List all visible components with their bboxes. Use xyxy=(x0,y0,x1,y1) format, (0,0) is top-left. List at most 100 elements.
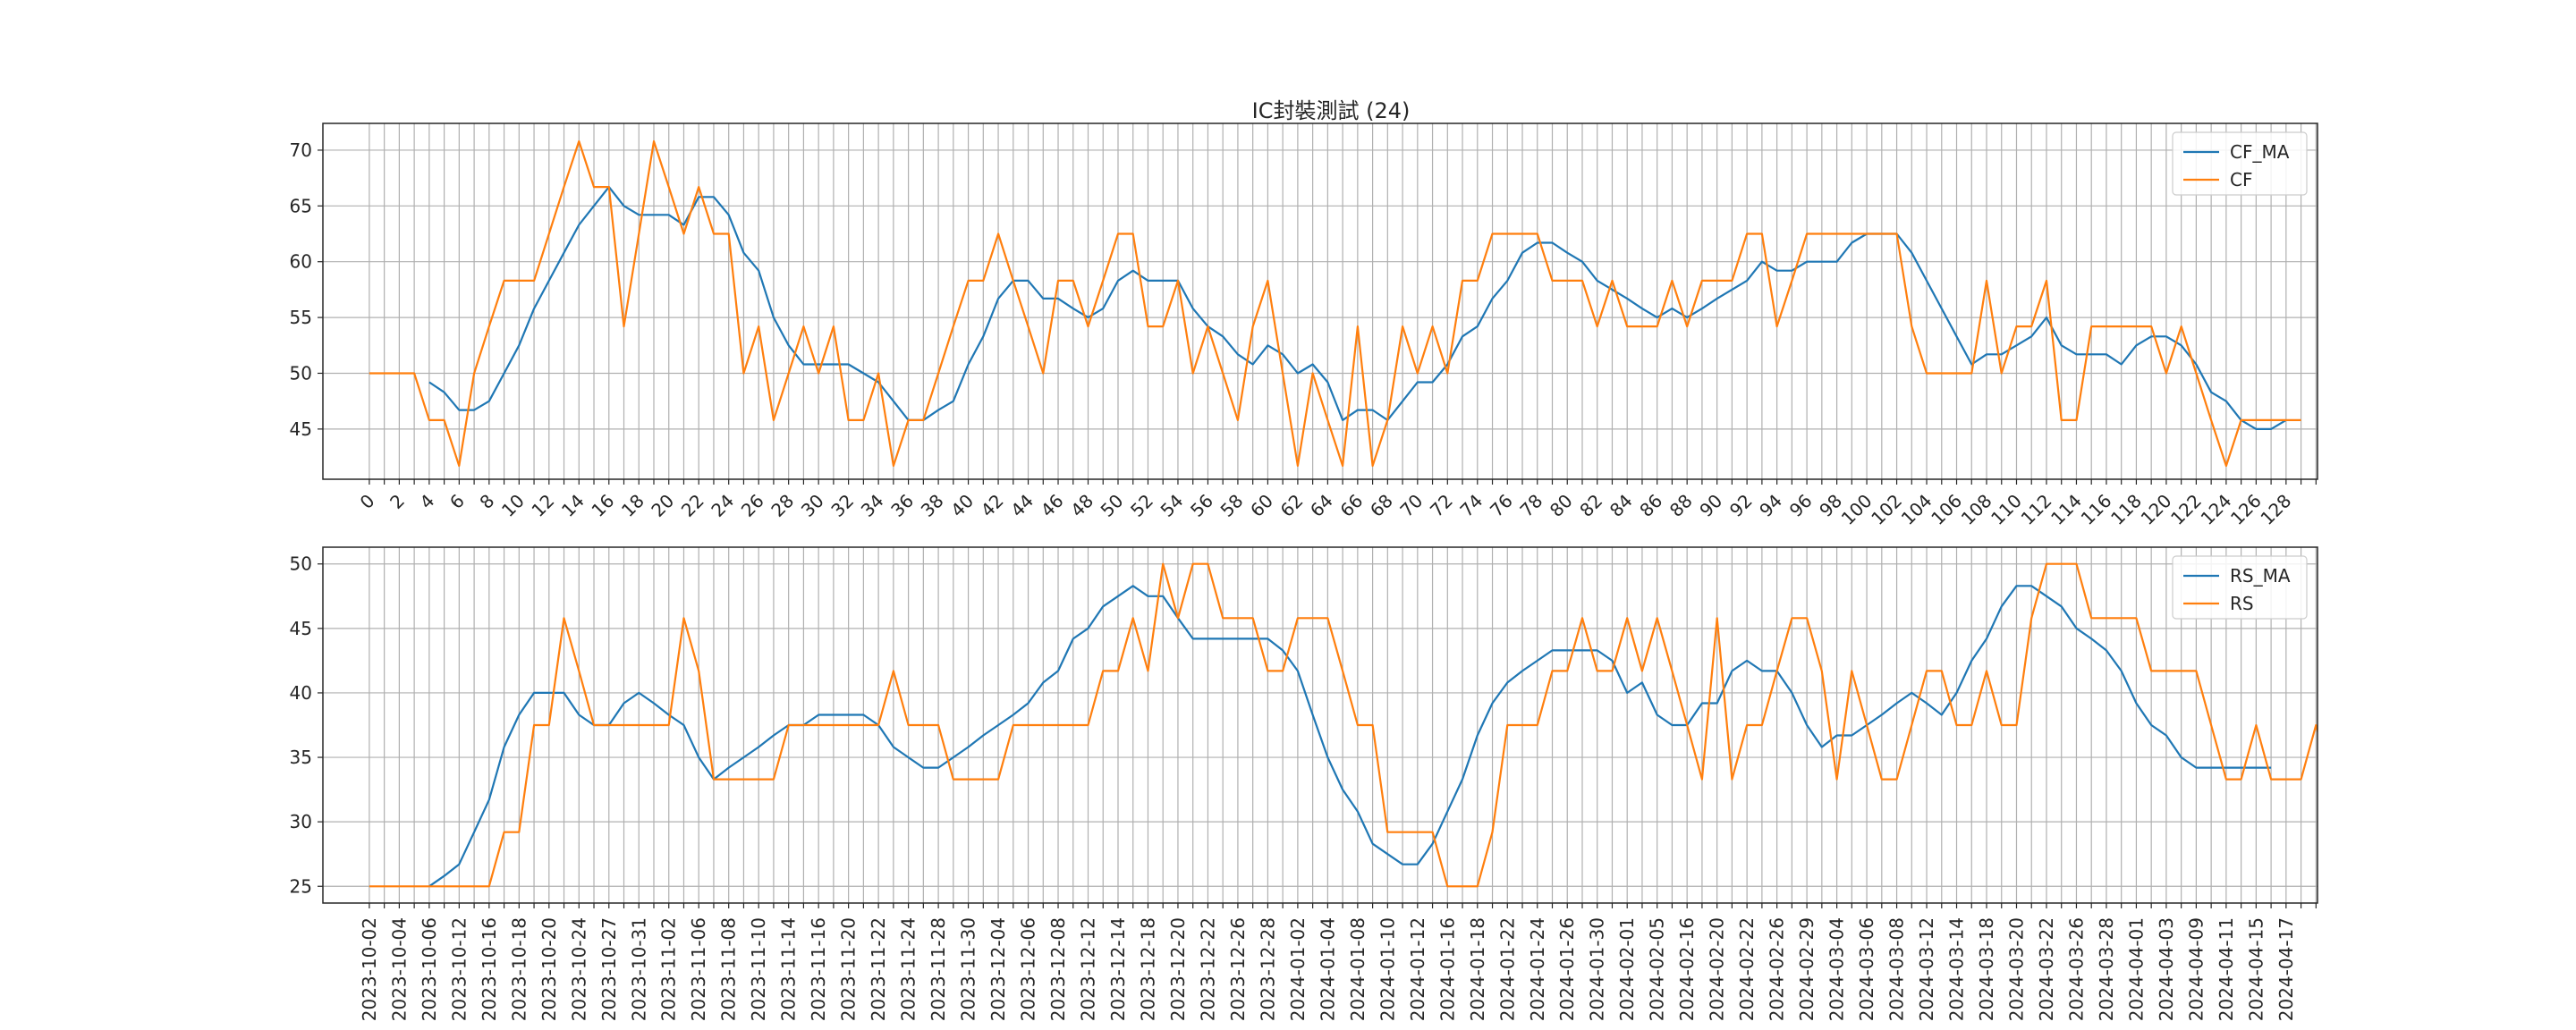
x-tick-label: 2024-02-29 xyxy=(1796,917,1818,1021)
x-tick-label: 2024-04-15 xyxy=(2245,917,2267,1021)
x-tick-label: 10 xyxy=(497,490,529,521)
x-tick-label: 2024-01-10 xyxy=(1377,917,1398,1021)
x-tick-label: 6 xyxy=(445,490,469,513)
x-tick-label: 2024-04-09 xyxy=(2185,917,2207,1021)
x-tick-label: 0 xyxy=(356,490,379,513)
y-tick-label: 50 xyxy=(290,362,312,384)
x-tick-label: 30 xyxy=(797,490,828,521)
x-tick-label: 58 xyxy=(1216,490,1248,521)
x-tick-label: 2023-12-08 xyxy=(1047,917,1069,1021)
x-tick-label: 2023-11-08 xyxy=(718,917,740,1021)
x-tick-label: 46 xyxy=(1037,490,1068,521)
x-tick-label: 2024-02-26 xyxy=(1767,917,1788,1021)
x-tick-label: 82 xyxy=(1575,490,1606,521)
x-tick-label: 2023-10-12 xyxy=(448,917,470,1021)
series-line-rs xyxy=(369,562,2318,888)
x-tick-label: 66 xyxy=(1335,490,1367,521)
x-tick-label: 2024-02-20 xyxy=(1707,917,1728,1021)
x-tick-label: 8 xyxy=(475,490,498,513)
x-tick-label: 2024-01-18 xyxy=(1467,917,1488,1021)
x-tick-label: 28 xyxy=(767,490,798,521)
x-tick-label: 2024-01-02 xyxy=(1287,917,1309,1021)
x-tick-label: 16 xyxy=(587,490,618,521)
x-tick-label: 88 xyxy=(1665,490,1697,521)
x-tick-label: 70 xyxy=(1395,490,1427,521)
x-tick-label: 2024-03-08 xyxy=(1886,917,1908,1021)
x-tick-label: 2024-03-06 xyxy=(1856,917,1877,1021)
y-tick-label: 60 xyxy=(290,251,312,273)
x-tick-label: 36 xyxy=(886,490,918,521)
x-tick-label: 2023-12-14 xyxy=(1107,917,1129,1021)
x-tick-label: 2023-12-18 xyxy=(1137,917,1158,1021)
x-tick-label: 76 xyxy=(1486,490,1517,521)
x-tick-label: 18 xyxy=(617,490,648,521)
legend-label: CF_MA xyxy=(2230,141,2290,163)
x-tick-label: 2023-12-04 xyxy=(987,917,1009,1021)
legend: RS_MA RS xyxy=(2172,555,2308,620)
x-tick-label: 34 xyxy=(857,490,888,521)
x-tick-label: 2024-03-22 xyxy=(2036,917,2057,1021)
x-tick-label: 2024-01-26 xyxy=(1556,917,1578,1021)
x-tick-label: 80 xyxy=(1546,490,1577,521)
y-tick-label: 45 xyxy=(290,618,312,639)
x-tick-label: 2023-11-22 xyxy=(868,917,889,1021)
series-line-cf-ma xyxy=(428,186,2287,430)
legend-label: CF xyxy=(2230,169,2252,190)
x-tick-label: 2023-10-24 xyxy=(568,917,589,1021)
x-tick-label: 2024-02-22 xyxy=(1736,917,1758,1021)
y-tick-label: 45 xyxy=(290,418,312,440)
x-tick-label: 78 xyxy=(1515,490,1546,521)
chart-title: IC封裝測試 (24) xyxy=(1252,98,1411,123)
y-tick-label: 50 xyxy=(290,553,312,575)
x-tick-label: 2024-01-22 xyxy=(1496,917,1518,1021)
x-tick-label: 2023-11-24 xyxy=(898,917,919,1021)
x-tick-label: 2023-12-12 xyxy=(1078,917,1099,1021)
x-tick-label: 2024-01-04 xyxy=(1317,917,1338,1021)
legend-label: RS xyxy=(2230,593,2254,614)
x-tick-label: 22 xyxy=(677,490,708,521)
x-tick-label: 2024-02-01 xyxy=(1616,917,1638,1021)
x-tick-label: 96 xyxy=(1785,490,1817,521)
chart-rs: 25 30 35 40 45 50 2023-10-02 2023-10-04 2023-10-… xyxy=(290,546,2318,1021)
x-tick-label: 2024-04-17 xyxy=(2275,917,2297,1021)
x-tick-label: 2023-12-06 xyxy=(1018,917,1039,1021)
y-tick-label: 35 xyxy=(290,747,312,768)
x-tick-label: 74 xyxy=(1455,490,1487,521)
x-tick-label: 84 xyxy=(1606,490,1637,521)
x-tick-label: 2023-10-18 xyxy=(508,917,530,1021)
y-tick-label: 40 xyxy=(290,682,312,704)
x-tick-label: 128 xyxy=(2256,490,2295,529)
legend-label: RS_MA xyxy=(2230,565,2291,587)
x-tick-label: 2023-11-10 xyxy=(748,917,769,1021)
x-tick-label: 2023-11-02 xyxy=(658,917,680,1021)
x-tick-label: 2024-03-20 xyxy=(2005,917,2027,1021)
x-tick-label: 26 xyxy=(737,490,768,521)
x-tick-label: 2023-10-31 xyxy=(628,917,649,1021)
x-tick-label: 2024-03-26 xyxy=(2065,917,2087,1021)
x-tick-label: 2024-01-12 xyxy=(1407,917,1428,1021)
x-tick-label: 72 xyxy=(1426,490,1457,521)
x-tick-label: 40 xyxy=(946,490,978,521)
x-tick-label: 92 xyxy=(1725,490,1757,521)
x-tick-label: 2023-12-22 xyxy=(1197,917,1218,1021)
x-tick-label: 32 xyxy=(826,490,858,521)
x-tick-label: 2024-01-16 xyxy=(1436,917,1458,1021)
y-tick-label: 25 xyxy=(290,875,312,897)
x-tick-label: 2023-11-30 xyxy=(958,917,979,1021)
x-tick-label: 2023-11-28 xyxy=(928,917,949,1021)
x-tick-label: 2 xyxy=(386,490,409,513)
x-tick-label: 2023-11-16 xyxy=(808,917,829,1021)
series-line-cf xyxy=(369,139,2301,468)
x-tick-label: 2024-01-30 xyxy=(1587,917,1608,1021)
axes-frame xyxy=(322,122,2318,480)
y-tick-label: 65 xyxy=(290,195,312,216)
x-tick-label: 2024-03-14 xyxy=(1946,917,1968,1021)
x-tick-label: 2024-03-28 xyxy=(2096,917,2117,1021)
x-tick-label: 56 xyxy=(1186,490,1217,521)
x-tick-label: 2023-10-06 xyxy=(419,917,440,1021)
x-tick-label: 2023-11-20 xyxy=(838,917,860,1021)
x-tick-label: 2024-03-12 xyxy=(1916,917,1937,1021)
axes-frame xyxy=(322,546,2318,904)
x-tick-label: 2023-12-28 xyxy=(1257,917,1278,1021)
